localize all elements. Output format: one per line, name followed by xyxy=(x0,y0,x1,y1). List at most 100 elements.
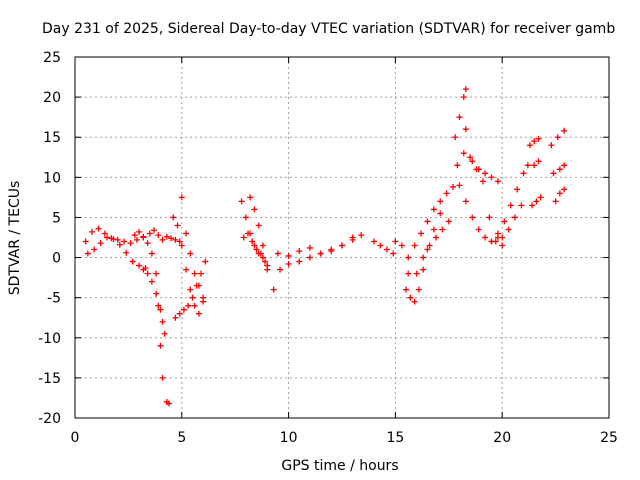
data-point xyxy=(247,194,254,201)
data-point xyxy=(437,198,444,205)
data-point xyxy=(526,142,533,149)
data-point xyxy=(469,214,476,221)
data-point xyxy=(424,218,431,225)
y-tick-label: 20 xyxy=(43,90,61,106)
series-arc-ae xyxy=(550,162,568,177)
y-tick-label: 25 xyxy=(43,50,61,66)
data-point xyxy=(450,183,457,190)
data-point xyxy=(561,127,568,134)
data-point xyxy=(488,238,495,245)
data-point xyxy=(89,228,96,235)
data-point xyxy=(415,286,422,293)
data-point xyxy=(488,174,495,181)
data-point xyxy=(91,246,98,253)
data-point xyxy=(174,222,181,229)
series-arc-h xyxy=(172,258,209,321)
data-point xyxy=(121,238,128,245)
series-arc-d xyxy=(140,266,168,337)
data-point xyxy=(159,374,166,381)
series-arc-c xyxy=(131,228,166,381)
data-point xyxy=(405,254,412,261)
data-point xyxy=(195,310,202,317)
data-point xyxy=(507,202,514,209)
data-point xyxy=(101,230,108,237)
chart-title: Day 231 of 2025, Sidereal Day-to-day VTE… xyxy=(42,21,615,37)
data-point xyxy=(306,254,313,261)
x-tick-label: 5 xyxy=(177,430,186,446)
data-point xyxy=(127,240,134,247)
data-point xyxy=(191,302,198,309)
data-point xyxy=(499,242,506,249)
data-point xyxy=(97,240,104,247)
y-tick-label: -5 xyxy=(47,291,61,307)
data-point xyxy=(460,150,467,157)
data-point xyxy=(249,238,256,245)
data-point xyxy=(452,134,459,141)
data-point xyxy=(349,234,356,241)
data-point xyxy=(285,252,292,259)
x-tick-label: 0 xyxy=(71,430,80,446)
data-point xyxy=(95,225,102,232)
data-point xyxy=(161,330,168,337)
grid xyxy=(75,57,609,418)
data-point xyxy=(462,126,469,133)
data-point xyxy=(437,210,444,217)
data-point xyxy=(176,310,183,317)
data-point xyxy=(482,170,489,177)
data-point xyxy=(430,206,437,213)
series-arc-a xyxy=(82,225,147,247)
data-point xyxy=(259,254,266,261)
series-arc-m xyxy=(270,232,365,293)
data-point xyxy=(163,233,170,240)
series-arc-x xyxy=(488,162,531,245)
data-point xyxy=(178,194,185,201)
series-arc-b xyxy=(84,234,149,271)
data-point xyxy=(531,138,538,145)
data-point xyxy=(430,226,437,233)
data-point xyxy=(328,248,335,255)
y-axis-label: SDTVAR / TECUs xyxy=(7,181,23,296)
data-point xyxy=(505,226,512,233)
series-arc-s xyxy=(413,218,452,277)
data-point xyxy=(432,234,439,241)
data-point xyxy=(264,262,271,269)
data-point xyxy=(390,250,397,257)
data-point xyxy=(439,226,446,233)
data-point xyxy=(165,400,172,407)
data-point xyxy=(195,282,202,289)
data-point xyxy=(317,250,324,257)
data-point xyxy=(114,236,121,243)
data-point xyxy=(148,278,155,285)
data-point xyxy=(377,242,384,249)
data-point xyxy=(148,250,155,257)
data-point xyxy=(486,214,493,221)
series-arc-q xyxy=(403,210,444,305)
data-point xyxy=(420,254,427,261)
data-point xyxy=(443,190,450,197)
data-point xyxy=(512,214,519,221)
y-tick-label: 15 xyxy=(43,130,61,146)
data-point xyxy=(157,306,164,313)
data-point xyxy=(556,166,563,173)
series-arc-n xyxy=(274,234,356,259)
data-point xyxy=(306,244,313,251)
series-arc-w xyxy=(462,126,501,185)
data-point xyxy=(531,162,538,169)
data-point xyxy=(469,158,476,165)
series-arc-ac xyxy=(548,127,568,149)
series-arc-p xyxy=(392,238,412,277)
data-point xyxy=(198,270,205,277)
data-point xyxy=(116,241,123,248)
data-point xyxy=(172,236,179,243)
data-point xyxy=(445,218,452,225)
data-point xyxy=(456,182,463,189)
data-point xyxy=(537,194,544,201)
data-point xyxy=(84,250,91,257)
data-point xyxy=(552,198,559,205)
data-point xyxy=(82,238,89,245)
series-arc-i xyxy=(178,194,207,301)
series-arc-z xyxy=(526,135,542,149)
y-tick-label: -10 xyxy=(38,331,61,347)
data-point xyxy=(238,198,245,205)
